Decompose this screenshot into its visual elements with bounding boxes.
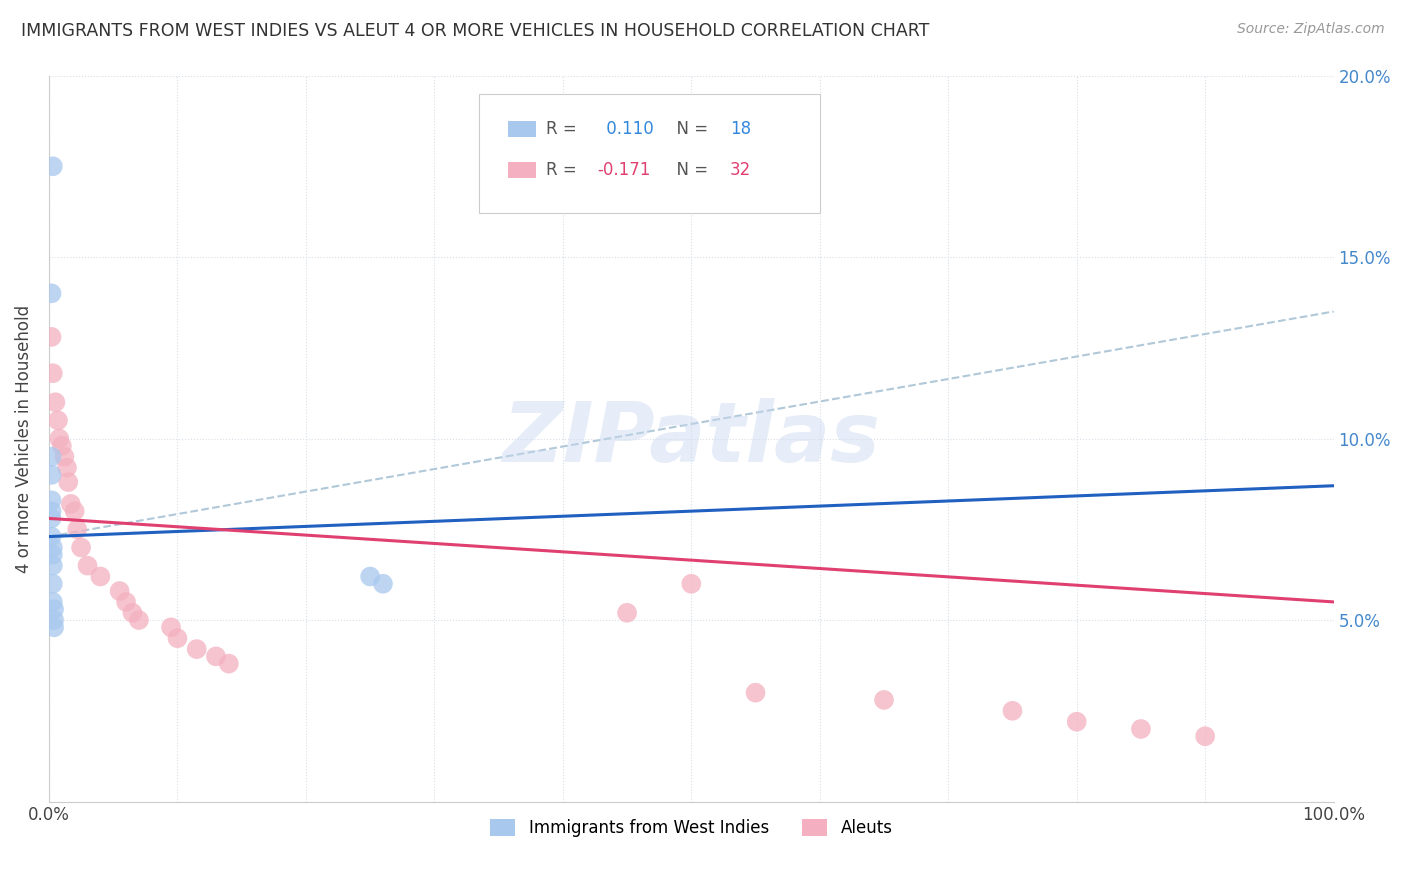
Point — [186, 642, 208, 657]
Legend: Immigrants from West Indies, Aleuts: Immigrants from West Indies, Aleuts — [484, 813, 898, 844]
Point — [166, 631, 188, 645]
Point — [1194, 729, 1216, 743]
FancyBboxPatch shape — [479, 94, 820, 213]
Point — [873, 693, 896, 707]
Point — [48, 432, 70, 446]
Point — [205, 649, 228, 664]
Point — [42, 613, 65, 627]
Point — [681, 576, 703, 591]
Point — [76, 558, 98, 573]
Text: 32: 32 — [730, 161, 751, 179]
Text: R =: R = — [546, 120, 582, 137]
Text: N =: N = — [665, 161, 713, 179]
Point — [218, 657, 240, 671]
Point — [42, 602, 65, 616]
Point — [42, 366, 65, 380]
Point — [58, 475, 80, 489]
Text: Source: ZipAtlas.com: Source: ZipAtlas.com — [1237, 22, 1385, 37]
FancyBboxPatch shape — [508, 162, 536, 178]
Point — [70, 541, 93, 555]
Text: -0.171: -0.171 — [598, 161, 651, 179]
Point — [44, 395, 66, 409]
Point — [121, 606, 143, 620]
Point — [41, 450, 63, 464]
Y-axis label: 4 or more Vehicles in Household: 4 or more Vehicles in Household — [15, 304, 32, 573]
Point — [41, 511, 63, 525]
Text: 18: 18 — [730, 120, 751, 137]
Point — [616, 606, 638, 620]
Text: ZIPatlas: ZIPatlas — [502, 398, 880, 479]
Point — [42, 541, 65, 555]
Point — [160, 620, 183, 634]
Point — [359, 569, 381, 583]
Point — [66, 522, 89, 536]
Point — [1129, 722, 1152, 736]
Point — [42, 595, 65, 609]
Point — [41, 330, 63, 344]
Point — [41, 467, 63, 482]
Point — [63, 504, 86, 518]
Point — [51, 439, 73, 453]
Text: IMMIGRANTS FROM WEST INDIES VS ALEUT 4 OR MORE VEHICLES IN HOUSEHOLD CORRELATION: IMMIGRANTS FROM WEST INDIES VS ALEUT 4 O… — [21, 22, 929, 40]
Point — [1001, 704, 1024, 718]
Point — [42, 558, 65, 573]
Point — [108, 584, 131, 599]
Point — [46, 413, 69, 427]
Point — [42, 548, 65, 562]
Point — [41, 530, 63, 544]
Point — [41, 504, 63, 518]
Point — [56, 460, 79, 475]
FancyBboxPatch shape — [508, 120, 536, 136]
Text: R =: R = — [546, 161, 582, 179]
Point — [41, 493, 63, 508]
Text: 0.110: 0.110 — [602, 120, 654, 137]
Point — [371, 576, 394, 591]
Point — [128, 613, 150, 627]
Point — [744, 686, 766, 700]
Point — [41, 286, 63, 301]
Point — [59, 497, 82, 511]
Point — [42, 159, 65, 173]
Point — [53, 450, 76, 464]
Point — [42, 620, 65, 634]
Point — [42, 576, 65, 591]
Point — [1066, 714, 1088, 729]
Point — [115, 595, 138, 609]
Text: N =: N = — [665, 120, 713, 137]
Point — [89, 569, 111, 583]
